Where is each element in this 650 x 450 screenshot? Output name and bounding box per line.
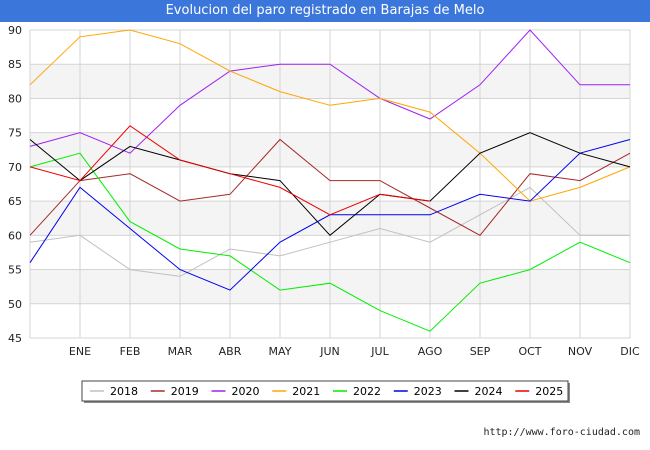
legend-label-2023: 2023 xyxy=(414,385,442,398)
legend-label-2018: 2018 xyxy=(110,385,138,398)
x-tick-label: NOV xyxy=(568,345,593,358)
y-tick-label: 50 xyxy=(8,298,22,311)
y-axis-tick-labels: 45 50 55 60 65 70 75 80 85 90 xyxy=(8,24,22,345)
series-line-2025 xyxy=(29,125,431,216)
legend-label-2025: 2025 xyxy=(535,385,563,398)
source-credit: http://www.foro-ciudad.com xyxy=(483,427,640,438)
x-tick-label: JUL xyxy=(370,345,389,358)
x-tick-label: MAY xyxy=(269,345,292,358)
legend-label-2022: 2022 xyxy=(353,385,381,398)
series-line-2018 xyxy=(29,186,630,277)
y-tick-label: 55 xyxy=(8,264,22,277)
y-tick-label: 70 xyxy=(8,161,22,174)
legend-label-2021: 2021 xyxy=(292,385,320,398)
legend-label-2020: 2020 xyxy=(232,385,260,398)
legend-label-2019: 2019 xyxy=(171,385,199,398)
series-lines xyxy=(29,29,631,332)
y-tick-label: 90 xyxy=(8,24,22,37)
series-line-2019 xyxy=(29,138,631,236)
x-tick-label: SEP xyxy=(470,345,491,358)
x-tick-label: DIC xyxy=(620,345,640,358)
x-tick-label: FEB xyxy=(120,345,141,358)
x-tick-label: JUN xyxy=(319,345,340,358)
y-tick-label: 60 xyxy=(8,229,22,242)
series-line-2024 xyxy=(29,132,631,236)
x-tick-label: ABR xyxy=(219,345,242,358)
legend-label-2024: 2024 xyxy=(475,385,503,398)
x-tick-label: MAR xyxy=(168,345,193,358)
y-tick-label: 45 xyxy=(8,332,22,345)
x-tick-label: OCT xyxy=(518,345,541,358)
y-tick-label: 75 xyxy=(8,127,22,140)
legend: 2018 2019 2020 2021 2022 2023 2024 2025 xyxy=(81,380,570,403)
y-tick-label: 80 xyxy=(8,92,22,105)
x-axis-tick-labels: ENE FEB MAR ABR MAY JUN JUL AGO SEP OCT NOV DIC xyxy=(69,345,640,358)
y-tick-label: 65 xyxy=(8,195,22,208)
series-line-2022 xyxy=(29,152,631,332)
x-tick-label: ENE xyxy=(69,345,91,358)
chart-title: Evolucion del paro registrado en Barajas… xyxy=(0,0,650,22)
x-tick-label: AGO xyxy=(418,345,443,358)
y-tick-label: 85 xyxy=(8,58,22,71)
legend-box xyxy=(81,380,569,402)
series-line-2020 xyxy=(29,29,630,154)
